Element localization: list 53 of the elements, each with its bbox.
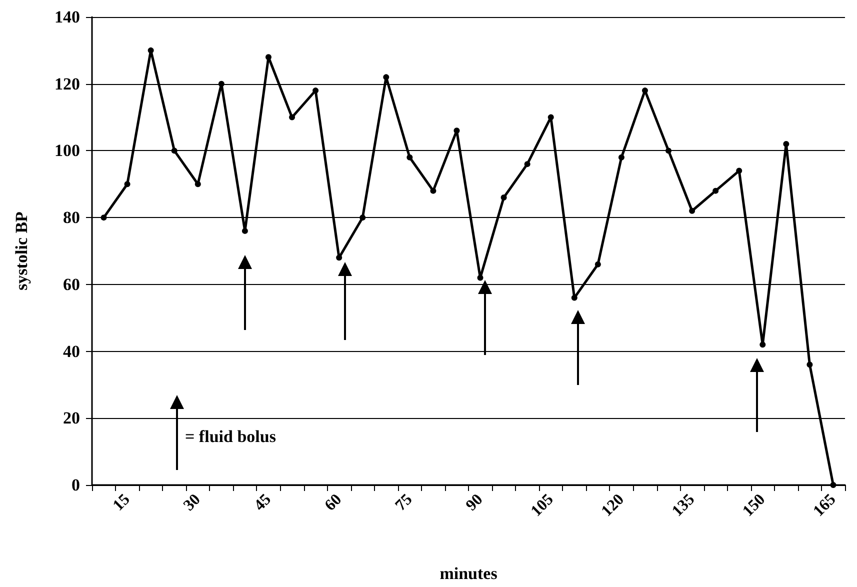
point xyxy=(712,188,719,194)
point xyxy=(242,228,248,234)
y-tick-label: 120 xyxy=(54,74,80,94)
x-tick-label: 90 xyxy=(462,490,486,514)
point xyxy=(524,161,530,168)
point xyxy=(336,254,342,261)
y-axis-title: systolic BP xyxy=(12,212,31,290)
x-tick-label: 135 xyxy=(669,490,698,520)
point xyxy=(218,80,224,87)
point xyxy=(594,261,601,268)
point xyxy=(289,114,296,120)
point xyxy=(194,181,201,188)
point xyxy=(124,181,130,188)
x-axis-title: minutes xyxy=(440,564,498,583)
x-tick-label: 30 xyxy=(180,490,204,514)
point xyxy=(383,74,390,80)
point xyxy=(548,114,554,120)
point xyxy=(783,141,790,148)
y-tick-label: 80 xyxy=(63,208,80,228)
point xyxy=(171,148,178,154)
x-tick-label: 120 xyxy=(598,490,628,520)
point xyxy=(500,194,507,201)
point xyxy=(100,214,107,221)
point xyxy=(430,188,436,194)
point xyxy=(265,54,272,60)
y-tick-label: 100 xyxy=(54,141,80,160)
x-tick-label: 15 xyxy=(110,490,134,514)
y-tick-label: 60 xyxy=(63,274,80,294)
point xyxy=(760,342,766,348)
y-tick-label: 20 xyxy=(63,408,80,428)
point xyxy=(406,154,413,160)
x-tick-label: 75 xyxy=(392,490,416,514)
y-tick-label: 140 xyxy=(54,8,80,26)
x-tick-label: 60 xyxy=(322,490,346,514)
point xyxy=(477,274,484,281)
point xyxy=(736,168,742,174)
x-tick-label: 105 xyxy=(528,490,557,520)
x-tick-label: 150 xyxy=(740,490,769,520)
point xyxy=(312,88,319,94)
point xyxy=(830,482,836,488)
point xyxy=(689,208,696,214)
annotation: = fluid bolus xyxy=(185,427,276,446)
point xyxy=(454,128,460,134)
point xyxy=(148,47,154,54)
point xyxy=(806,362,813,368)
x-tick-label: 45 xyxy=(251,490,274,514)
point xyxy=(666,148,672,154)
point xyxy=(618,154,624,160)
y-tick-label: 0 xyxy=(72,476,80,494)
y-tick-label: 40 xyxy=(63,342,80,361)
point xyxy=(360,214,366,221)
x-tick-label: 165 xyxy=(810,490,840,520)
point xyxy=(571,294,578,301)
